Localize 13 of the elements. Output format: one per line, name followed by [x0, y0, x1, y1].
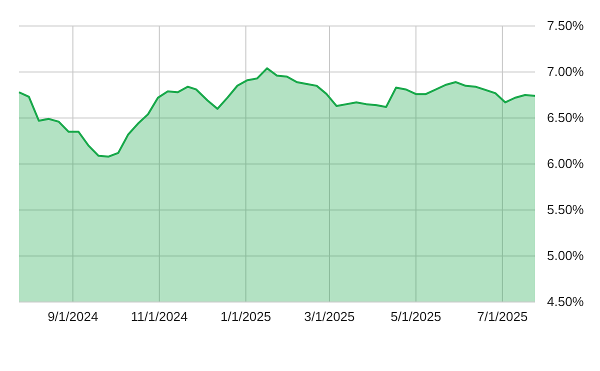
y-tick-label: 6.00% [547, 156, 584, 172]
x-tick-label: 1/1/2025 [220, 309, 272, 324]
y-tick-label: 7.50% [547, 18, 584, 34]
x-tick-label: 5/1/2025 [390, 309, 442, 324]
x-tick-label: 11/1/2024 [130, 309, 188, 324]
y-tick-label: 4.50% [547, 294, 584, 310]
y-tick-label: 5.50% [547, 202, 584, 218]
y-tick-label: 5.00% [547, 248, 584, 264]
x-tick-label: 9/1/2024 [48, 309, 98, 324]
x-tick-label: 7/1/2025 [477, 309, 528, 324]
x-tick-label: 3/1/2025 [304, 309, 355, 324]
y-tick-label: 6.50% [547, 110, 584, 126]
y-tick-label: 7.00% [547, 64, 584, 80]
